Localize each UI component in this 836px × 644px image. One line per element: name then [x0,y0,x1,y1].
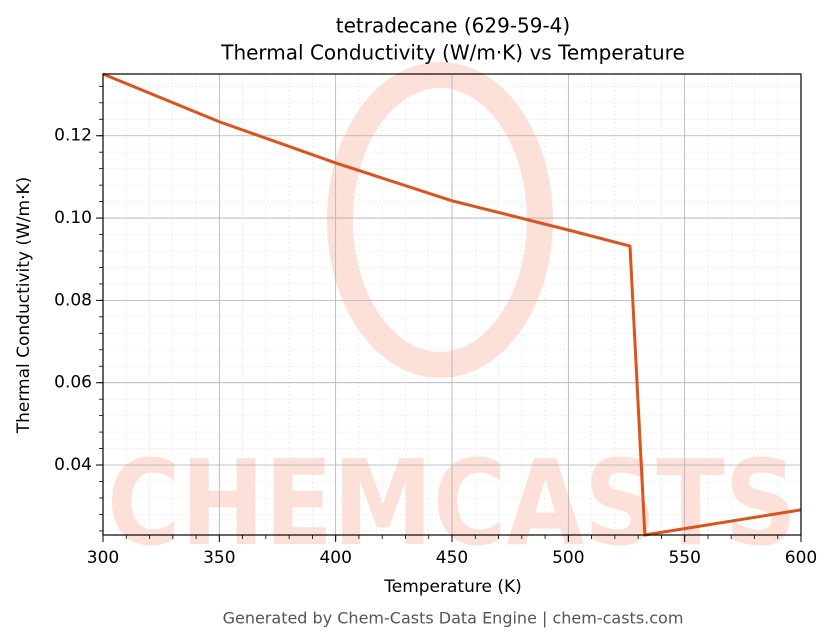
x-tick-label: 550 [668,548,700,568]
y-axis-label: Thermal Conductivity (W/m·K) [14,177,34,435]
y-tick-label: 0.12 [54,126,92,146]
y-tick-label: 0.08 [54,290,92,310]
x-axis-label: Temperature (K) [383,577,522,597]
x-tick-label: 450 [436,548,468,568]
x-tick-label: 350 [203,548,235,568]
y-tick-label: 0.06 [54,373,92,393]
y-tick-label: 0.04 [54,455,92,475]
watermark-logo [327,62,553,378]
plot-frame [102,73,802,536]
x-tick-label: 400 [319,548,351,568]
footer: Generated by Chem-Casts Data Engine | ch… [223,609,684,628]
chart-subtitle: Thermal Conductivity (W/m·K) vs Temperat… [220,41,685,65]
x-tick-label: 300 [87,548,119,568]
x-tick-label: 600 [785,548,817,568]
x-tick-label: 500 [552,548,584,568]
y-tick-label: 0.10 [54,208,92,228]
chart-title: tetradecane (629-59-4) [336,14,570,38]
data-line [102,72,802,537]
